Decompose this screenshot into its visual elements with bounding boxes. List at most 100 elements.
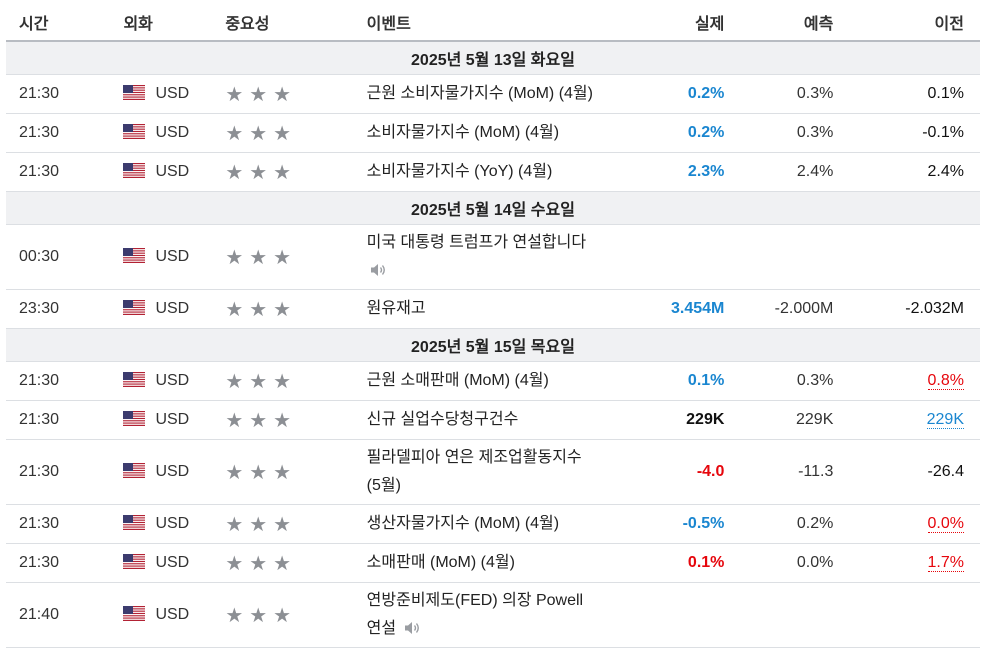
event-time: 21:30: [19, 463, 60, 480]
event-title-line2: (5월): [366, 477, 401, 494]
actual-value: 3.454M: [671, 300, 725, 317]
table-row[interactable]: 21:30 USD ★★★ 필라델피아 연은 제조업활동지수 (5월) -4.0 …: [6, 439, 980, 505]
currency-code: USD: [155, 248, 190, 265]
forecast-value: -11.3: [798, 463, 834, 480]
importance-stars-icon: ★★★: [225, 513, 298, 536]
event-link[interactable]: 신규 실업수당청구건수: [366, 411, 519, 428]
actual-value: 0.1%: [687, 372, 725, 389]
date-row: 2025년 5월 14일 수요일: [6, 191, 980, 225]
speaker-icon[interactable]: [369, 261, 387, 279]
currency-code: USD: [155, 411, 190, 428]
event-link[interactable]: 미국 대통령 트럼프가 연설합니다: [366, 234, 587, 251]
currency-code: USD: [155, 554, 190, 571]
importance-stars-icon: ★★★: [225, 298, 298, 321]
actual-value: 0.1%: [687, 554, 725, 571]
header-forecast[interactable]: 예측: [728, 4, 834, 42]
event-link[interactable]: 원유재고: [366, 300, 426, 317]
table-row[interactable]: 21:30 USD ★★★ 근원 소매판매 (MoM) (4월) 0.1% 0.…: [6, 361, 980, 401]
forecast-value: 0.3%: [796, 85, 834, 102]
previous-value: -0.1%: [922, 124, 964, 141]
event-time: 00:30: [19, 248, 60, 265]
previous-value: 2.4%: [927, 163, 964, 180]
forecast-value: 0.2%: [796, 515, 834, 532]
table-row[interactable]: 00:30 USD ★★★ 미국 대통령 트럼프가 연설합니다: [6, 224, 980, 290]
forecast-value: 0.0%: [796, 554, 834, 571]
table-row[interactable]: 21:30 USD ★★★ 신규 실업수당청구건수 229K 229K 229K: [6, 400, 980, 440]
event-title-line1: 필라델피아 연은 제조업활동지수: [366, 449, 582, 466]
event-time: 23:30: [19, 300, 60, 317]
header-importance[interactable]: 중요성: [225, 4, 367, 42]
us-flag-icon: [123, 163, 145, 178]
event-link[interactable]: 생산자물가지수 (MoM) (4월): [366, 515, 560, 532]
event-time: 21:30: [19, 554, 60, 571]
date-label: 2025년 5월 14일 수요일: [6, 191, 980, 225]
actual-value: 2.3%: [687, 163, 725, 180]
event-link[interactable]: 소비자물가지수 (MoM) (4월): [366, 124, 560, 141]
importance-stars-icon: ★★★: [225, 161, 298, 184]
previous-value: 0.1%: [927, 85, 964, 102]
event-link[interactable]: 필라델피아 연은 제조업활동지수 (5월): [367, 449, 582, 494]
importance-stars-icon: ★★★: [225, 552, 298, 575]
forecast-value: 0.3%: [796, 372, 834, 389]
us-flag-icon: [123, 411, 145, 426]
event-link[interactable]: 소매판매 (MoM) (4월): [366, 554, 515, 571]
date-label: 2025년 5월 15일 목요일: [6, 328, 980, 362]
event-time: 21:30: [19, 85, 60, 102]
table-row[interactable]: 21:30 USD ★★★ 소비자물가지수 (MoM) (4월) 0.2% 0.…: [6, 113, 980, 153]
previous-value: 0.0%: [927, 515, 964, 533]
actual-value: 0.2%: [687, 124, 725, 141]
event-title-line2: 연설: [366, 620, 397, 637]
header-currency[interactable]: 외화: [123, 4, 226, 42]
previous-value: 0.8%: [927, 372, 964, 390]
actual-value: -4.0: [696, 463, 725, 480]
table-row[interactable]: 21:30 USD ★★★ 소매판매 (MoM) (4월) 0.1% 0.0% …: [6, 543, 980, 583]
event-time: 21:30: [19, 411, 60, 428]
event-link[interactable]: 연방준비제도(FED) 의장 Powell 연설: [367, 592, 583, 637]
speaker-icon[interactable]: [403, 619, 421, 637]
table-row[interactable]: 21:30 USD ★★★ 생산자물가지수 (MoM) (4월) -0.5% 0…: [6, 504, 980, 544]
actual-value: 229K: [686, 411, 725, 428]
actual-value: -0.5%: [682, 515, 725, 532]
us-flag-icon: [123, 124, 145, 139]
event-time: 21:30: [19, 124, 60, 141]
table-row[interactable]: 21:40 USD ★★★ 연방준비제도(FED) 의장 Powell 연설: [6, 582, 980, 648]
previous-value: -2.032M: [905, 300, 964, 317]
previous-value: 229K: [926, 411, 964, 429]
forecast-value: -2.000M: [774, 300, 834, 317]
importance-stars-icon: ★★★: [225, 370, 298, 393]
header-previous[interactable]: 이전: [833, 4, 980, 42]
currency-code: USD: [155, 463, 190, 480]
us-flag-icon: [123, 606, 145, 621]
importance-stars-icon: ★★★: [225, 246, 298, 269]
us-flag-icon: [123, 85, 145, 100]
header-event[interactable]: 이벤트: [366, 4, 629, 42]
header-time[interactable]: 시간: [6, 4, 124, 42]
event-link[interactable]: 근원 소비자물가지수 (MoM) (4월): [366, 85, 593, 102]
event-link[interactable]: 근원 소매판매 (MoM) (4월): [366, 372, 549, 389]
date-label: 2025년 5월 13일 화요일: [6, 41, 980, 75]
table-row[interactable]: 21:30 USD ★★★ 소비자물가지수 (YoY) (4월) 2.3% 2.…: [6, 152, 980, 192]
currency-code: USD: [155, 85, 190, 102]
table-row[interactable]: 23:30 USD ★★★ 원유재고 3.454M -2.000M -2.032…: [6, 289, 980, 329]
forecast-value: 2.4%: [796, 163, 834, 180]
date-row: 2025년 5월 13일 화요일: [6, 41, 980, 75]
event-time: 21:40: [19, 606, 60, 623]
calendar-table: 시간 외화 중요성 이벤트 실제 예측 이전 2025년 5월 13일 화요일 …: [6, 4, 980, 648]
table-row[interactable]: 21:30 USD ★★★ 근원 소비자물가지수 (MoM) (4월) 0.2%…: [6, 74, 980, 114]
us-flag-icon: [123, 515, 145, 530]
forecast-value: 0.3%: [796, 124, 834, 141]
us-flag-icon: [123, 248, 145, 263]
importance-stars-icon: ★★★: [225, 122, 298, 145]
importance-stars-icon: ★★★: [225, 409, 298, 432]
us-flag-icon: [123, 372, 145, 387]
event-time: 21:30: [19, 515, 60, 532]
event-link[interactable]: 소비자물가지수 (YoY) (4월): [366, 163, 553, 180]
header-actual[interactable]: 실제: [628, 4, 729, 42]
importance-stars-icon: ★★★: [225, 461, 298, 484]
us-flag-icon: [123, 300, 145, 315]
currency-code: USD: [155, 163, 190, 180]
currency-code: USD: [155, 300, 190, 317]
forecast-value: 229K: [796, 411, 834, 428]
header-row: 시간 외화 중요성 이벤트 실제 예측 이전: [6, 4, 980, 42]
currency-code: USD: [155, 372, 190, 389]
